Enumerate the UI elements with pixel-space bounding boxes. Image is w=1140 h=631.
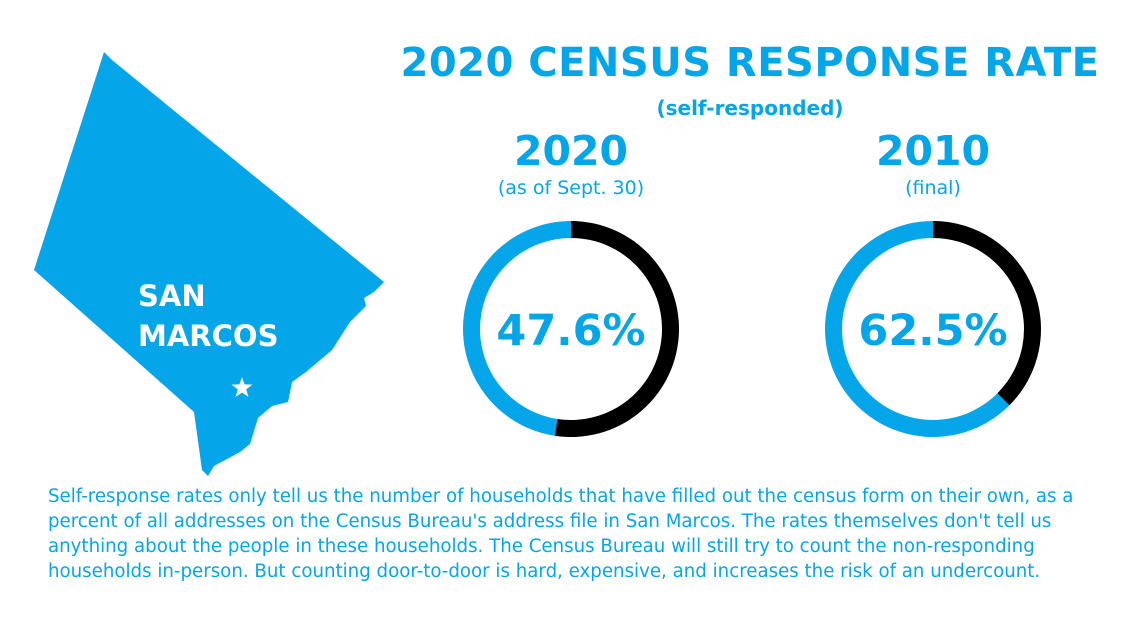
map-label-line1: SAN <box>138 279 206 313</box>
donut-note-2010: (final) <box>905 177 961 199</box>
donut-chart-2010: 62.5% <box>825 221 1041 437</box>
donut-segment-responded-2010 <box>825 221 1010 437</box>
donut-note-2020: (as of Sept. 30) <box>497 177 645 199</box>
donut-segment-remaining-2010 <box>933 221 1041 406</box>
chart-subtitle: (self-responded) <box>656 96 844 120</box>
city-outline-shape <box>34 52 384 476</box>
donut-header-2020: 2020 (as of Sept. 30) <box>456 128 686 200</box>
donut-year-2010: 2010 <box>875 127 991 175</box>
donut-value-2010: 62.5% <box>858 306 1007 356</box>
star-icon <box>231 377 253 397</box>
donut-header-2010: 2010 (final) <box>818 128 1048 200</box>
donut-year-2020: 2020 <box>513 127 629 175</box>
footnote-text: Self-response rates only tell us the num… <box>48 486 1074 582</box>
donut-value-2020: 47.6% <box>496 306 645 356</box>
san-marcos-map: SAN MARCOS <box>34 52 384 476</box>
donut-chart-2020: 47.6% <box>463 221 679 437</box>
chart-title: 2020 CENSUS RESPONSE RATE <box>400 40 1100 86</box>
map-label-line2: MARCOS <box>138 319 278 353</box>
donut-segment-responded-2020 <box>463 221 571 436</box>
donut-segment-remaining-2020 <box>554 221 679 437</box>
